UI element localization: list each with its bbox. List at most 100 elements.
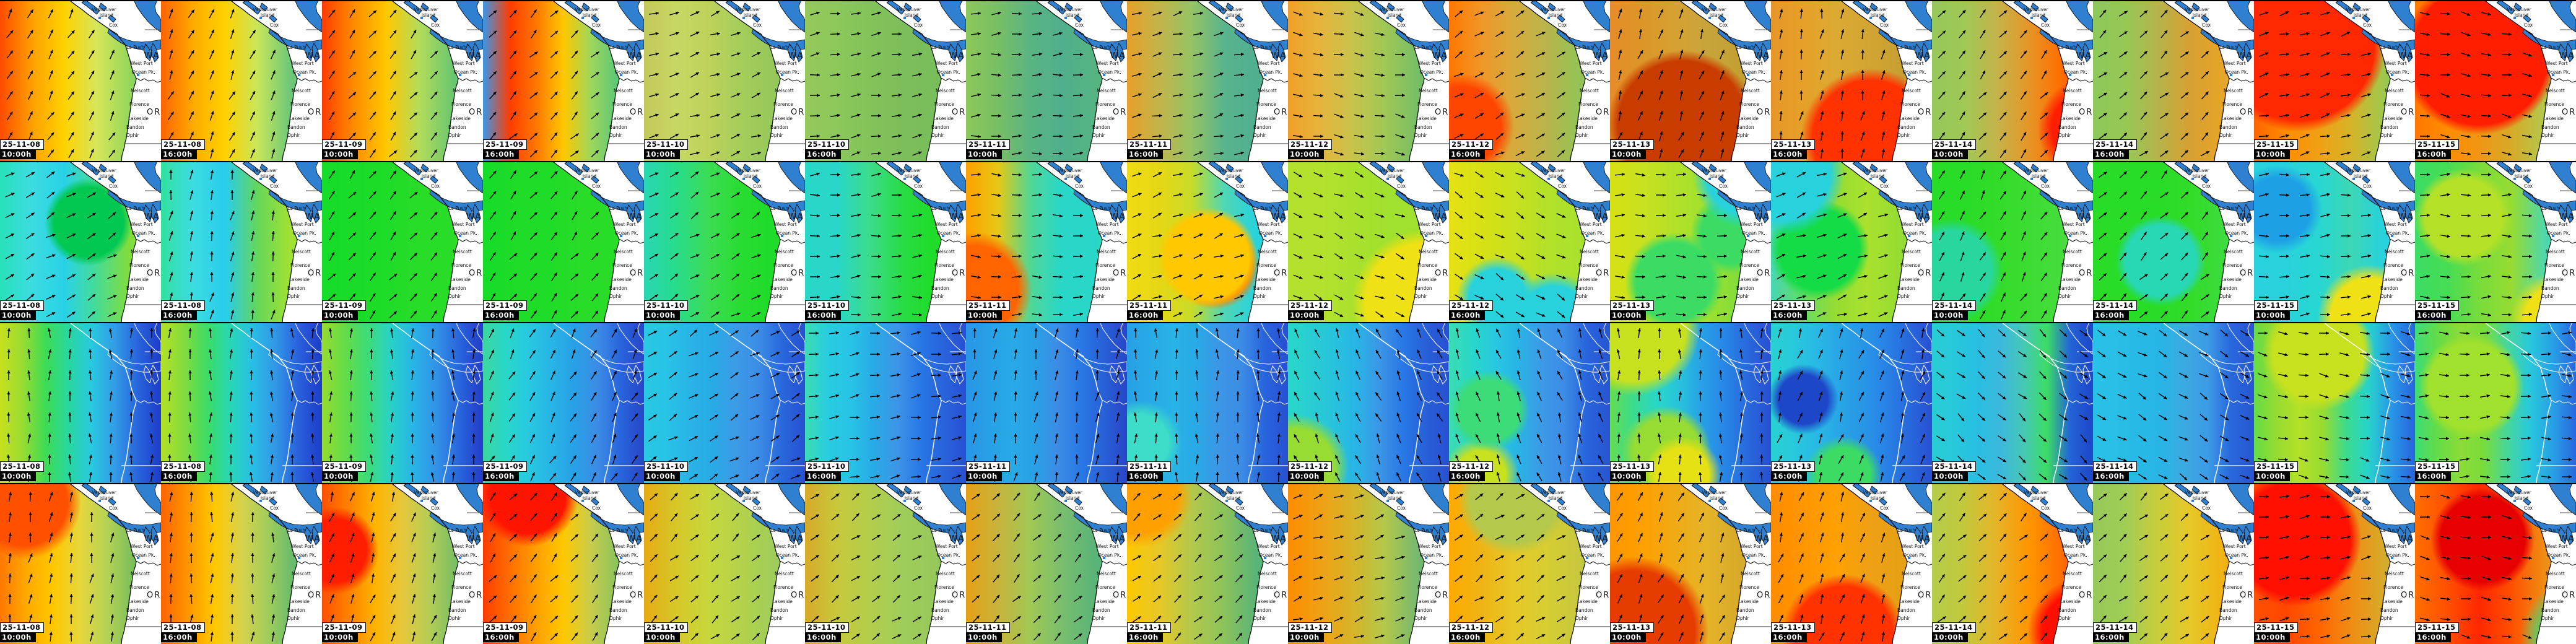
forecast-tile-r3-c8[interactable]: 25-11-11 16:00h <box>1127 322 1288 483</box>
forecast-tile-r2-c14[interactable]: Vancouver island Cox La Push WA West Port Ocea… <box>2093 161 2254 322</box>
timestamp-chips: 25-11-14 10:00h <box>1932 298 1976 320</box>
forecast-tile-r4-c2[interactable]: Vancouver island Cox La Push WA West Port Ocea… <box>161 483 322 644</box>
water-body <box>2513 163 2522 173</box>
forecast-tile-r3-c4[interactable]: 25-11-09 16:00h <box>483 322 644 483</box>
forecast-tile-r4-c4[interactable]: Vancouver island Cox La Push WA West Port Ocea… <box>483 483 644 644</box>
forecast-tile-r3-c9[interactable]: 25-11-12 10:00h <box>1288 322 1449 483</box>
forecast-tile-r1-c1[interactable]: Vancouver island Cox La Push WA West Port Ocea… <box>0 0 161 161</box>
forecast-tile-r2-c3[interactable]: Vancouver island Cox La Push WA West Port Ocea… <box>322 161 483 322</box>
forecast-tile-r1-c3[interactable]: Vancouver island Cox La Push WA West Port Ocea… <box>322 0 483 161</box>
map-label-or: OR <box>791 269 805 278</box>
forecast-tile-r4-c16[interactable]: Vancouver island Cox La Push WA West Port Ocea… <box>2415 483 2576 644</box>
forecast-tile-r3-c5[interactable]: 25-11-10 10:00h <box>644 322 805 483</box>
forecast-tile-r4-c14[interactable]: Vancouver island Cox La Push WA West Port Ocea… <box>2093 483 2254 644</box>
forecast-tile-r1-c6[interactable]: Vancouver island Cox La Push WA West Port Ocea… <box>805 0 966 161</box>
land-shape <box>2161 483 2254 644</box>
water-body <box>1074 175 1082 184</box>
map-label-florence: Florence <box>1417 585 1437 590</box>
map-label-ocean_pk: Ocean Pk. <box>1742 230 1765 236</box>
forecast-tile-r3-c12[interactable]: 25-11-13 16:00h <box>1771 322 1932 483</box>
forecast-tile-r3-c11[interactable]: 25-11-13 10:00h <box>1610 322 1771 483</box>
water-body <box>1047 483 1066 498</box>
forecast-tile-r1-c14[interactable]: Vancouver island Cox La Push WA West Port Ocea… <box>2093 0 2254 161</box>
forecast-tile-r4-c3[interactable]: Vancouver island Cox La Push WA West Port Ocea… <box>322 483 483 644</box>
forecast-tile-r2-c5[interactable]: Vancouver island Cox La Push WA West Port Ocea… <box>644 161 805 322</box>
forecast-tile-r4-c15[interactable]: Vancouver island Cox La Push WA West Port Ocea… <box>2254 483 2415 644</box>
map-label-ophir: Ophir <box>609 294 623 299</box>
forecast-tile-r4-c6[interactable]: Vancouver island Cox La Push WA West Port Ocea… <box>805 483 966 644</box>
forecast-tile-r2-c2[interactable]: Vancouver island Cox La Push WA West Port Ocea… <box>161 161 322 322</box>
timestamp-chips: 25-11-10 16:00h <box>805 137 849 159</box>
map-label-west_port: West Port <box>131 544 153 549</box>
forecast-tile-r4-c5[interactable]: Vancouver island Cox La Push WA West Port Ocea… <box>644 483 805 644</box>
forecast-tile-r1-c8[interactable]: Vancouver island Cox La Push WA West Port Ocea… <box>1127 0 1288 161</box>
map-label-nelscott: Nelscott <box>1097 571 1116 577</box>
wind-field <box>2415 322 2576 483</box>
forecast-tile-r4-c1[interactable]: Vancouver island Cox La Push WA West Port Ocea… <box>0 483 161 644</box>
forecast-tile-r3-c3[interactable]: 25-11-09 10:00h <box>322 322 483 483</box>
forecast-tile-r3-c16[interactable]: 25-11-15 16:00h <box>2415 322 2576 483</box>
map-label-ocean_pk: Ocean Pk. <box>1420 552 1443 558</box>
map-label-ophir: Ophir <box>1414 133 1428 138</box>
map-label-ocean_pk: Ocean Pk. <box>1098 230 1121 236</box>
forecast-tile-r3-c2[interactable]: 25-11-08 16:00h <box>161 322 322 483</box>
forecast-tile-r1-c4[interactable]: Vancouver island Cox La Push WA West Port Ocea… <box>483 0 644 161</box>
forecast-tile-r4-c8[interactable]: Vancouver island Cox La Push WA West Port Ocea… <box>1127 483 1288 644</box>
forecast-tile-r3-c14[interactable]: 25-11-14 16:00h <box>2093 322 2254 483</box>
forecast-tile-r2-c4[interactable]: Vancouver island Cox La Push WA West Port Ocea… <box>483 161 644 322</box>
map-label-la_push: La Push <box>1736 45 1754 50</box>
land-shape <box>390 161 483 322</box>
forecast-tile-r2-c11[interactable]: Vancouver island Cox La Push WA West Port Ocea… <box>1610 161 1771 322</box>
forecast-tile-r2-c6[interactable]: Vancouver island Cox La Push WA West Port Ocea… <box>805 161 966 322</box>
map-label-ocean_pk: Ocean Pk. <box>1581 552 1604 558</box>
forecast-tile-r1-c2[interactable]: Vancouver island Cox La Push WA West Port Ocea… <box>161 0 322 161</box>
forecast-tile-r2-c13[interactable]: Vancouver island Cox La Push WA West Port Ocea… <box>1932 161 2093 322</box>
forecast-tile-r2-c12[interactable]: Vancouver island Cox La Push WA West Port Ocea… <box>1771 161 1932 322</box>
forecast-tile-r1-c7[interactable]: Vancouver island Cox La Push WA West Port Ocea… <box>966 0 1127 161</box>
forecast-tile-r4-c11[interactable]: Vancouver island Cox La Push WA West Port Ocea… <box>1610 483 1771 644</box>
forecast-tile-r2-c8[interactable]: Vancouver island Cox La Push WA West Port Ocea… <box>1127 161 1288 322</box>
map-label-wa: WA <box>1754 212 1770 222</box>
forecast-tile-r1-c12[interactable]: Vancouver island Cox La Push WA West Port Ocea… <box>1771 0 1932 161</box>
forecast-tile-r2-c7[interactable]: Vancouver island Cox La Push WA West Port Ocea… <box>966 161 1127 322</box>
wind-map-overlay <box>2097 322 2254 483</box>
forecast-tile-r3-c15[interactable]: 25-11-15 10:00h <box>2254 322 2415 483</box>
water-body <box>2558 43 2567 61</box>
forecast-tile-r4-c12[interactable]: Vancouver island Cox La Push WA West Port Ocea… <box>1771 483 1932 644</box>
forecast-tile-r3-c10[interactable]: 25-11-12 16:00h <box>1449 322 1610 483</box>
wind-map-overlay <box>488 322 644 483</box>
forecast-tile-r1-c13[interactable]: Vancouver island Cox La Push WA West Port Ocea… <box>1932 0 2093 161</box>
forecast-tile-r2-c9[interactable]: Vancouver island Cox La Push WA West Port Ocea… <box>1288 161 1449 322</box>
water-body <box>2191 163 2200 173</box>
date-label: 25-11-11 <box>966 461 1010 472</box>
map-label-wa: WA <box>305 534 321 544</box>
map-label-vancouver: Vancouver <box>1863 168 1887 173</box>
map-label-island: island <box>1710 495 1723 501</box>
water-body <box>2200 189 2254 212</box>
map-label-or: OR <box>952 591 966 600</box>
forecast-tile-r2-c15[interactable]: Vancouver island Cox La Push WA West Port Ocea… <box>2254 161 2415 322</box>
forecast-tile-r1-c5[interactable]: Vancouver island Cox La Push WA West Port Ocea… <box>644 0 805 161</box>
forecast-tile-r3-c13[interactable]: 25-11-14 10:00h <box>1932 322 2093 483</box>
forecast-tile-r3-c7[interactable]: 25-11-11 10:00h <box>966 322 1127 483</box>
map-label-wa: WA <box>1593 212 1609 222</box>
forecast-tile-r4-c7[interactable]: Vancouver island Cox La Push WA West Port Ocea… <box>966 483 1127 644</box>
forecast-tile-r1-c9[interactable]: Vancouver island Cox La Push WA West Port Ocea… <box>1288 0 1449 161</box>
map-label-florence: Florence <box>1578 102 1598 107</box>
forecast-tile-r3-c1[interactable]: 25-11-08 10:00h <box>0 322 161 483</box>
forecast-tile-r2-c16[interactable]: Vancouver island Cox La Push WA West Port Ocea… <box>2415 161 2576 322</box>
forecast-tile-r2-c1[interactable]: Vancouver island Cox La Push WA West Port Ocea… <box>0 161 161 322</box>
forecast-tile-r1-c15[interactable]: Vancouver island Cox La Push WA West Port Ocea… <box>2254 0 2415 161</box>
timestamp-chips: 25-11-12 16:00h <box>1449 137 1493 159</box>
forecast-tile-r1-c11[interactable]: Vancouver island Cox La Push WA West Port Ocea… <box>1610 0 1771 161</box>
forecast-tile-r3-c6[interactable]: 25-11-10 16:00h <box>805 322 966 483</box>
forecast-tile-r4-c13[interactable]: Vancouver island Cox La Push WA West Port Ocea… <box>1932 483 2093 644</box>
forecast-tile-r1-c10[interactable]: Vancouver island Cox La Push WA West Port Ocea… <box>1449 0 1610 161</box>
coastline <box>1033 483 1103 644</box>
forecast-tile-r4-c10[interactable]: Vancouver island Cox La Push WA West Port Ocea… <box>1449 483 1610 644</box>
forecast-tile-r2-c10[interactable]: Vancouver island Cox La Push WA West Port Ocea… <box>1449 161 1610 322</box>
date-label: 25-11-11 <box>1127 461 1171 472</box>
forecast-tile-r1-c16[interactable]: Vancouver island Cox La Push WA West Port Ocea… <box>2415 0 2576 161</box>
forecast-tile-r4-c9[interactable]: Vancouver island Cox La Push WA West Port Ocea… <box>1288 483 1449 644</box>
coastline <box>872 0 942 161</box>
